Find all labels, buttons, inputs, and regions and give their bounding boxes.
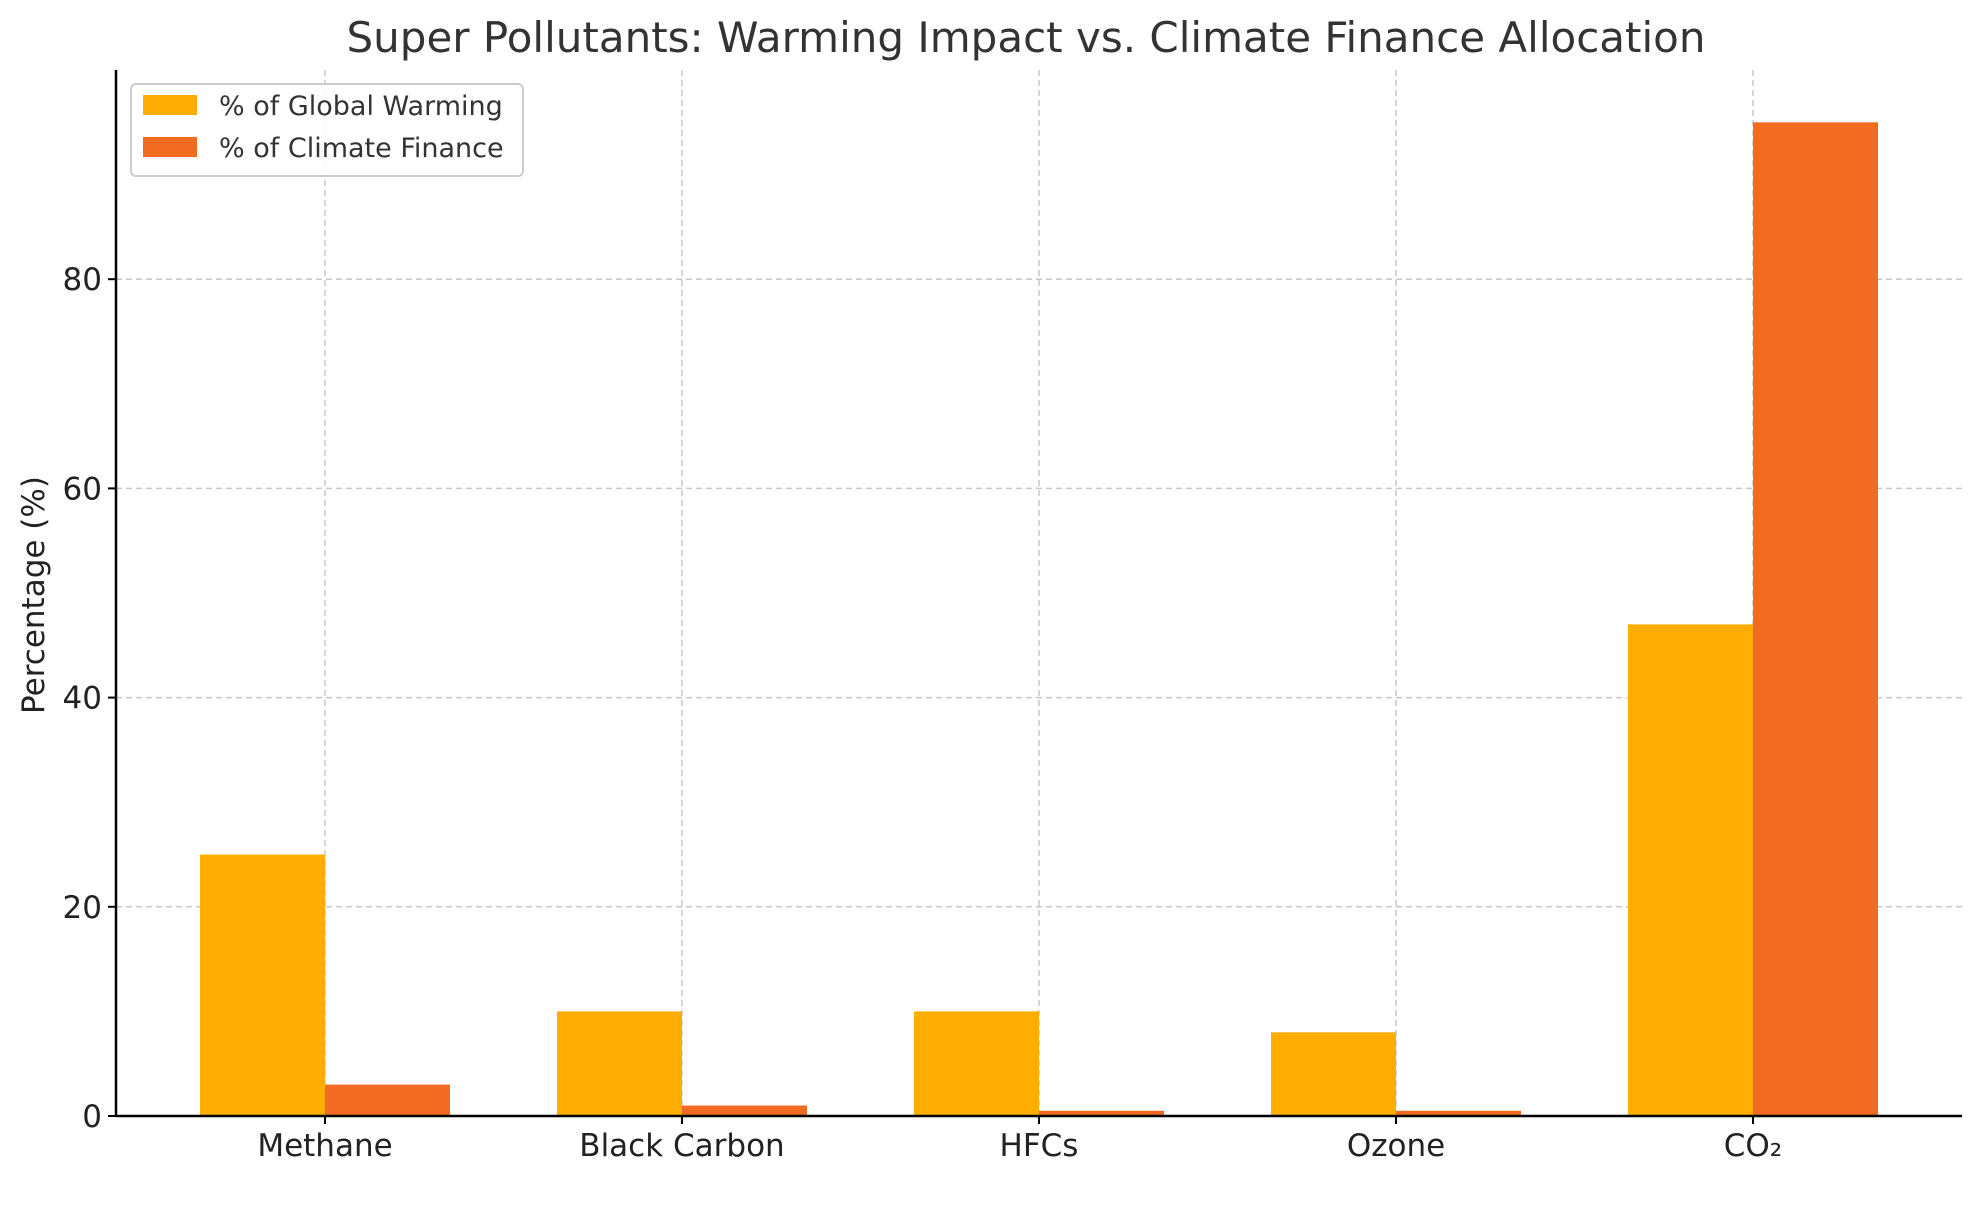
bar-global-warming-methane [200, 854, 325, 1116]
x-tick-label: Black Carbon [579, 1128, 784, 1164]
y-tick-label: 80 [63, 262, 102, 298]
x-tick-label: Methane [257, 1128, 392, 1164]
bar-climate-finance-ozone [1396, 1110, 1521, 1116]
x-tick-label: HFCs [1000, 1128, 1079, 1164]
x-tick-label: Ozone [1347, 1128, 1445, 1164]
bar-global-warming-ozone [1271, 1032, 1396, 1116]
legend-frame [130, 83, 524, 177]
bar-climate-finance-methane [325, 1084, 450, 1116]
bar-global-warming-hfcs [914, 1011, 1039, 1116]
legend-label: % of Global Warming [219, 91, 503, 122]
legend: % of Global Warming % of Climate Finance [130, 83, 524, 177]
legend-swatch [143, 95, 197, 115]
y-tick-label: 60 [63, 471, 102, 507]
axis-layer: 0 20 40 60 80 Methane Black Carbon HFCs Ozone CO₂ [63, 70, 1962, 1164]
y-axis-label: Percentage (%) [16, 476, 52, 714]
bar-global-warming-black-carbon [557, 1011, 682, 1116]
legend-swatch [143, 137, 197, 157]
y-tick-label: 0 [82, 1099, 102, 1135]
bar-climate-finance-hfcs [1039, 1110, 1164, 1116]
chart-title: Super Pollutants: Warming Impact vs. Cli… [347, 13, 1706, 62]
x-tick-label: CO₂ [1724, 1128, 1782, 1164]
bar-global-warming-co- [1628, 624, 1753, 1116]
y-tick-label: 20 [63, 890, 102, 926]
y-tick-label: 40 [63, 681, 102, 717]
bar-climate-finance-black-carbon [682, 1105, 807, 1116]
bar-layer [200, 122, 1878, 1117]
legend-label: % of Climate Finance [219, 133, 504, 164]
bar-climate-finance-co- [1753, 122, 1878, 1117]
